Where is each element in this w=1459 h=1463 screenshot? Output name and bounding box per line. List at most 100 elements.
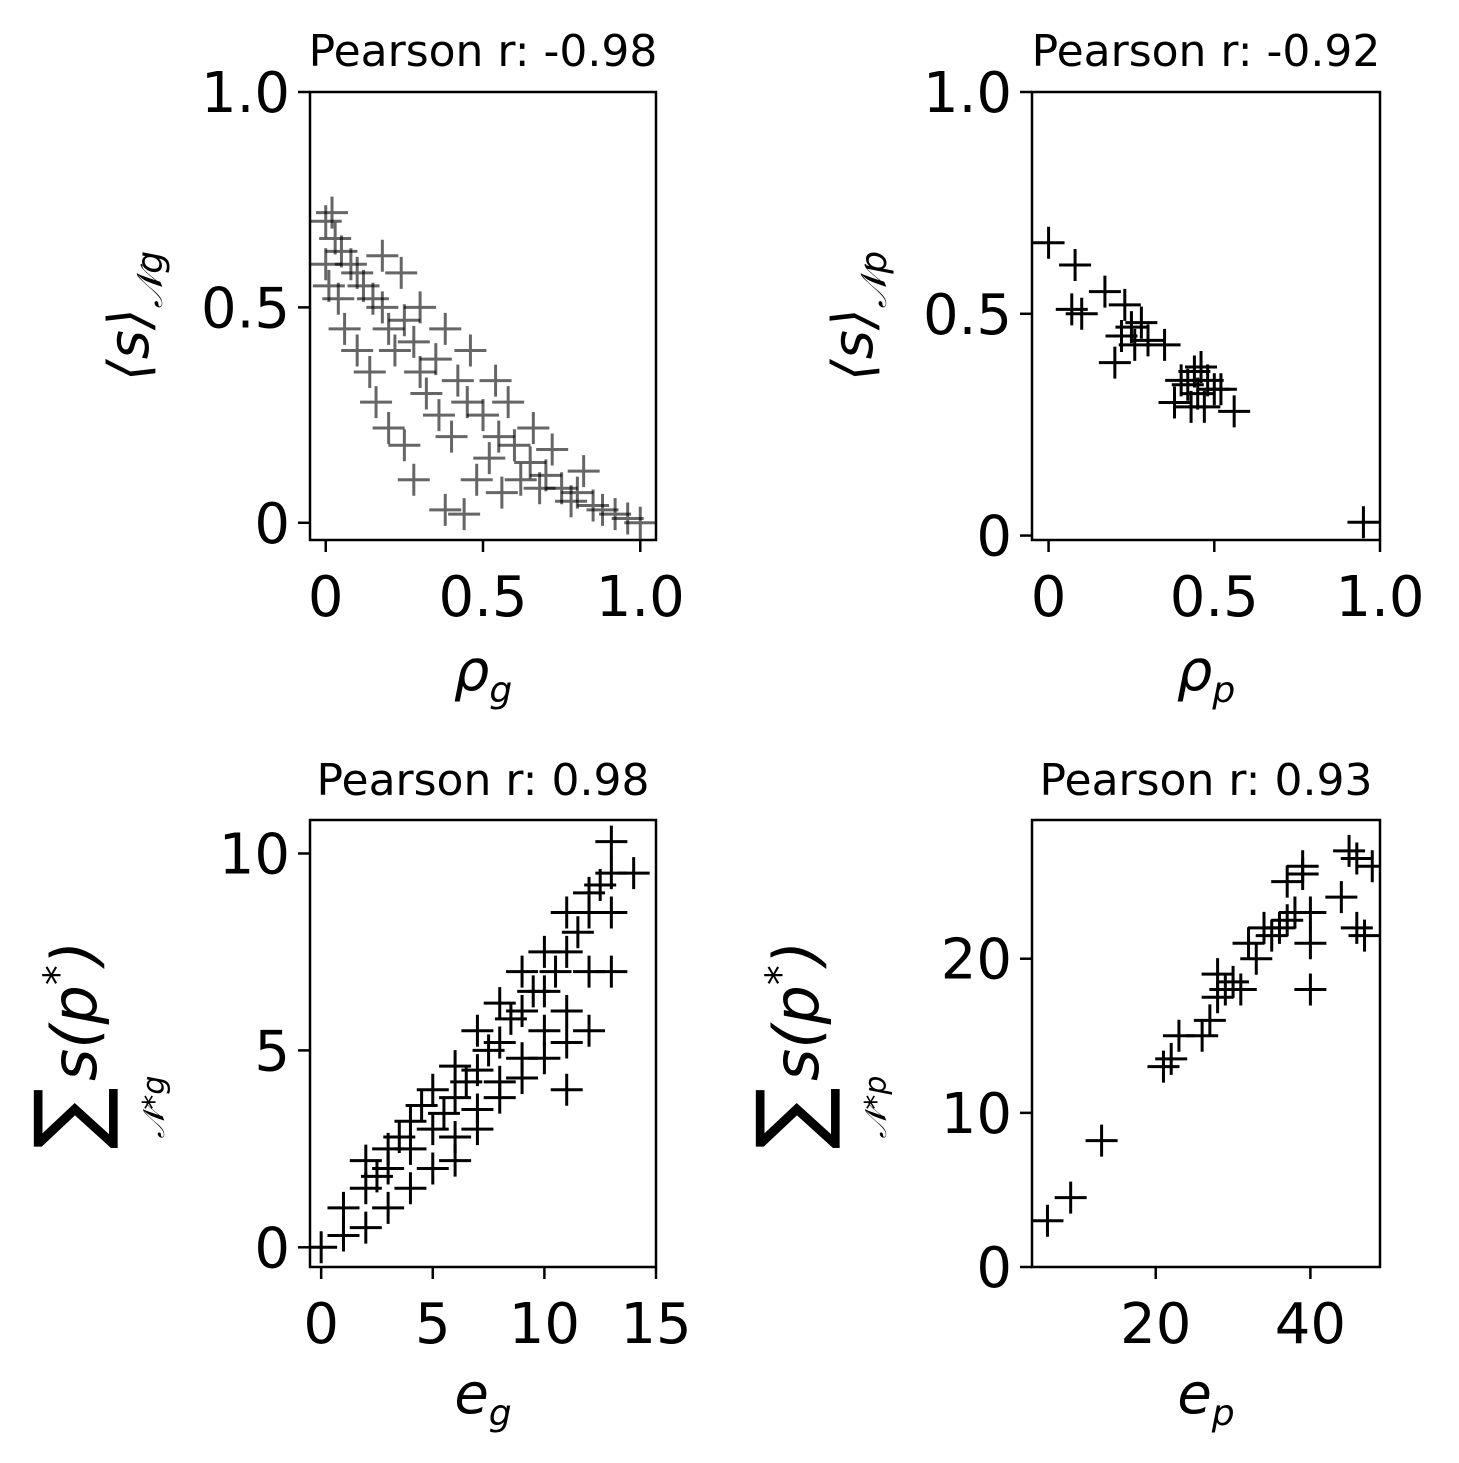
data-point [441,364,474,397]
data-point [419,343,452,376]
data-point [517,975,550,1008]
data-point [1118,328,1151,361]
svg-text:⟨s⟩𝒩p: ⟨s⟩𝒩p [821,251,895,381]
data-point [385,256,418,289]
data-point [555,485,588,518]
x-tick-label: 20 [1120,1292,1191,1357]
data-point [506,1061,539,1094]
data-point [366,239,399,272]
data-point [1204,373,1237,406]
x-axis-label: ρg [454,639,512,711]
data-point [1059,248,1092,281]
data-point [1356,850,1380,883]
y-axis-label: ∑s(p*) 𝒩*g [15,941,172,1149]
svg-text:∑s(p*): ∑s(p*) [15,941,122,1149]
y-axis-label: ⟨s⟩𝒩p [821,251,895,381]
data-point [473,442,506,475]
data-point [567,455,600,488]
data-point [1271,865,1304,898]
data-point [573,1014,606,1047]
data-point [586,493,619,526]
data-point [1340,842,1373,875]
data-point [316,196,349,229]
y-axis-label-close: ) [760,941,833,969]
data-point [498,429,531,462]
data-point [1232,927,1265,960]
data-point [349,1211,382,1244]
data-point [429,493,462,526]
data-point [312,269,345,302]
data-point [394,1172,427,1205]
x-tick-label: 15 [620,1292,691,1357]
y-axis-label-main: ⟨s⟩ [821,308,886,381]
data-point [450,1065,483,1098]
data-point [550,1026,583,1059]
data-point [1108,288,1141,321]
x-axis-label-main: ρ [1177,639,1213,704]
x-tick-label: 0 [303,1292,339,1357]
y-tick-label: 0 [254,492,290,557]
plot-area: 0 0.5 1.0 0 0.5 1.0 [201,61,685,630]
y-axis-label: ⟨s⟩𝒩g [97,251,171,381]
x-axis-label: ρp [1177,639,1235,711]
plot-area: 0 0.5 1.0 0 0.5 1.0 [923,61,1425,630]
data-point [1294,973,1327,1006]
data-point [427,1097,460,1130]
data-point [1088,275,1121,308]
data-point [472,1034,505,1067]
y-axis-label-star: * [758,965,804,985]
data-point [388,304,421,337]
data-point [1193,1004,1226,1037]
data-point [1054,1181,1087,1214]
data-point [461,1014,494,1047]
x-axis-label: eg [454,1362,511,1434]
data-point [310,205,342,238]
data-point [1175,390,1208,423]
x-tick-label: 1.0 [1335,565,1424,630]
series-points [310,825,650,1264]
data-point [467,399,499,432]
svg-text:ρp: ρp [1177,639,1235,711]
y-tick-label: 1.0 [923,61,1012,126]
series-points [310,196,656,539]
data-point [550,1073,583,1106]
data-point [550,935,583,968]
data-point [528,1042,561,1075]
data-point [624,506,656,539]
data-point [341,256,374,289]
x-axis-label-sub: g [489,1393,512,1434]
data-point [528,1014,561,1047]
data-point [561,916,594,949]
sum-symbol: ∑ [15,1087,122,1149]
data-point [1148,328,1181,361]
data-point [1294,896,1327,929]
panel-top-right: Pearson r: -0.92 0 0.5 1.0 0 0.5 1.0 ⟨s⟩𝒩p ρp [821,26,1425,711]
svg-text:ep: ep [1177,1362,1234,1434]
svg-text:ρg: ρg [454,639,512,711]
x-tick-label: 0.5 [438,565,527,630]
y-tick-label: 10 [941,1082,1012,1147]
data-point [404,291,437,324]
x-tick-label: 0.5 [1170,565,1259,630]
data-point [1147,1050,1180,1083]
data-point [1340,911,1373,944]
sum-symbol: ∑ [737,1087,844,1149]
data-point [397,325,430,358]
data-point [1218,395,1251,428]
x-axis-label-main: e [454,1362,488,1427]
chart-title: Pearson r: 0.93 [1040,755,1373,806]
data-point [504,463,537,496]
data-point [360,1160,393,1193]
data-point [448,498,481,531]
data-point [454,334,487,367]
data-point [595,825,628,858]
data-point [529,459,562,492]
data-point [517,412,550,444]
data-point [599,498,632,531]
data-point [327,1191,360,1224]
y-tick-label: 10 [219,822,290,887]
data-point [429,312,462,345]
data-point [1294,927,1327,960]
y-axis-label-close: ) [38,941,111,969]
x-axis-label-main: ρ [454,639,490,704]
